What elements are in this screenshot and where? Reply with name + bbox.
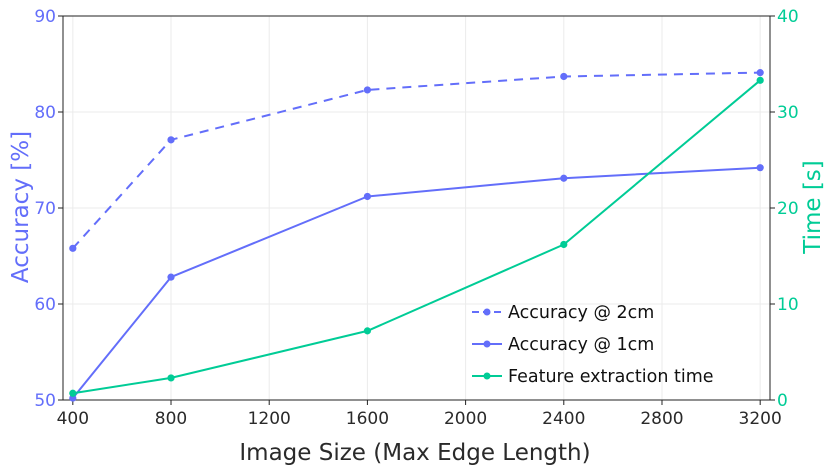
legend-marker-feature-time [483,372,491,380]
axes: 400 800 1200 1600 2000 2400 2800 32005060708090… [34,7,798,429]
data-point-feature-extraction-time[interactable] [560,240,568,249]
x-tick-label: 2800 [640,409,683,429]
series-line-feature-extraction-time [72,79,761,395]
y-left-axis-title: Accuracy [%] [8,131,34,283]
data-point-feature-extraction-time[interactable] [167,374,175,382]
legend-label-accuracy-2cm: Accuracy @ 2cm [508,303,654,323]
y-left-tick-label: 90 [34,7,56,27]
y-right-tick-label: 20 [777,199,799,219]
legend-marker-accuracy-1cm [483,340,491,348]
y-left-tick-label: 80 [34,103,56,123]
y-left-tick-label: 60 [34,295,56,315]
y-left-tick-label: 70 [34,199,56,219]
legend-item-accuracy-1cm[interactable]: Accuracy @ 1cm [472,335,654,355]
data-point-feature-extraction-time[interactable] [69,389,77,397]
x-tick-label: 400 [57,409,89,429]
data-point-accuracy-1cm[interactable] [167,273,175,281]
x-tick-label: 2000 [444,409,487,429]
legend-item-feature-time[interactable]: Feature extraction time [472,367,714,387]
data-point-accuracy-1cm[interactable] [363,192,372,201]
y-right-tick-label: 30 [777,103,799,123]
data-point-accuracy-2cm[interactable] [69,244,77,252]
data-point-accuracy-1cm[interactable] [756,164,764,172]
data-point-feature-extraction-time[interactable] [756,76,764,84]
data-point-accuracy-2cm[interactable] [363,86,372,94]
x-tick-label: 3200 [739,409,782,429]
y-right-tick-label: 40 [777,7,799,27]
data-point-accuracy-1cm[interactable] [560,174,568,182]
x-axis-title: Image Size (Max Edge Length) [239,440,590,466]
legend-marker-accuracy-2cm [483,308,491,316]
data-point-accuracy-2cm[interactable] [560,72,568,81]
series-line-accuracy-2cm [72,71,761,249]
series-line-accuracy-1cm [72,166,761,399]
data-point-accuracy-2cm[interactable] [756,69,764,77]
y-right-tick-label: 10 [777,295,799,315]
data-point-accuracy-2cm[interactable] [167,136,175,144]
x-tick-label: 1600 [346,409,389,429]
legend-label-feature-time: Feature extraction time [508,367,714,387]
y-left-tick-label: 50 [34,391,56,411]
data-point-feature-extraction-time[interactable] [363,327,372,335]
x-tick-label: 2400 [542,409,585,429]
x-tick-label: 800 [155,409,187,429]
data-series [69,69,764,402]
legend: Accuracy @ 2cm Accuracy @ 1cm Feature ex… [472,303,714,387]
y-right-tick-label: 0 [777,391,788,411]
legend-label-accuracy-1cm: Accuracy @ 1cm [508,335,654,355]
legend-item-accuracy-2cm[interactable]: Accuracy @ 2cm [472,303,654,323]
y-right-axis-title: Time [s] [800,160,826,255]
x-tick-label: 1200 [248,409,291,429]
